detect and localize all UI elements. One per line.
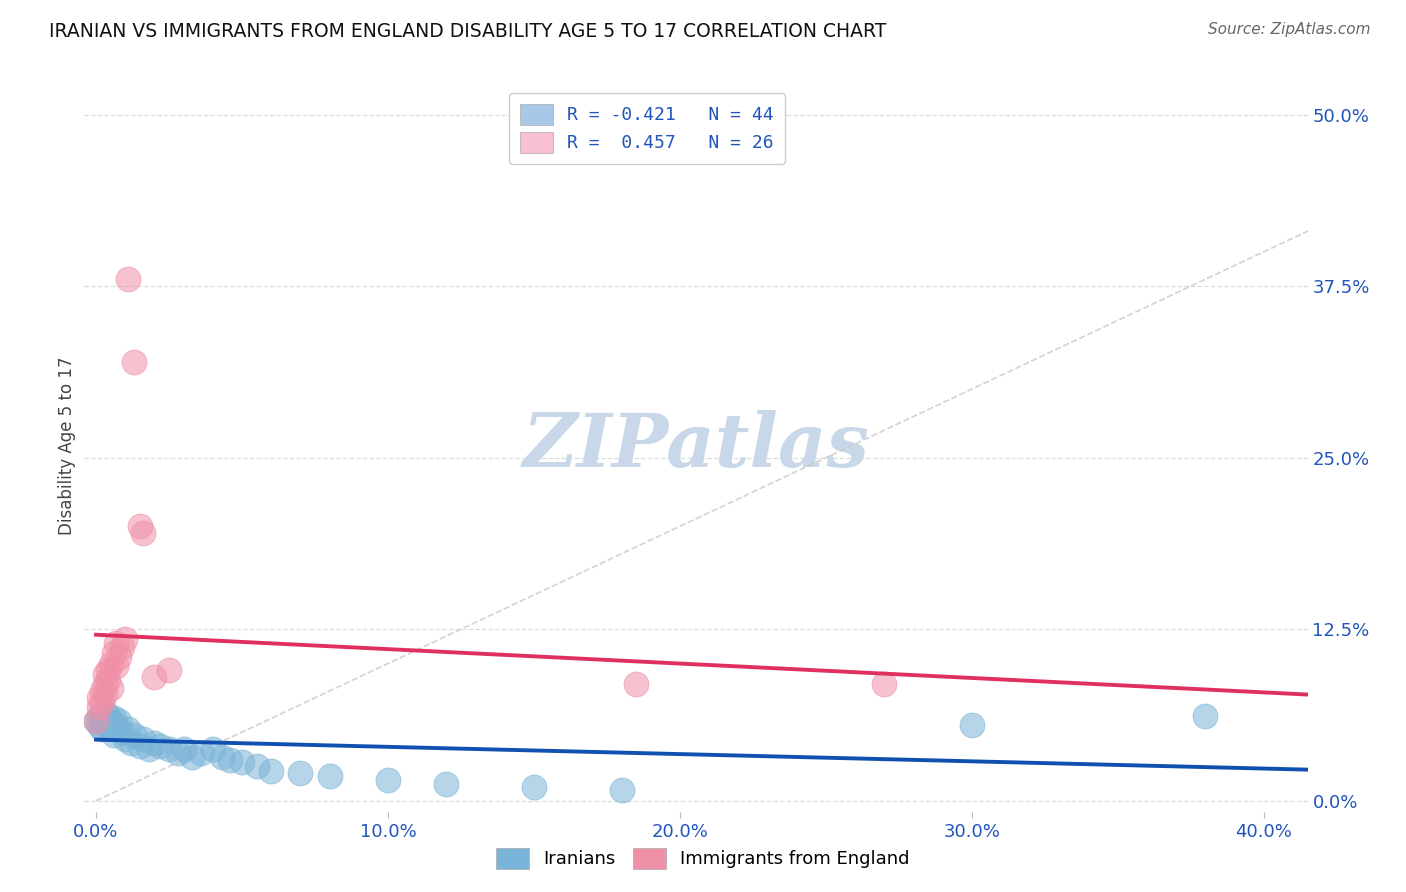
Point (87, 690, 110, 705)
Point (94, 667, 117, 681)
Point (108, 714, 131, 728)
Point (84, 714, 107, 728)
Point (120, 736, 142, 750)
Point (122, 354, 145, 368)
Point (100, 723, 122, 737)
Point (138, 741, 160, 756)
Point (90, 684, 112, 698)
Point (94, 714, 117, 728)
Point (132, 731, 155, 746)
Point (960, 718, 983, 732)
Point (873, 677, 896, 691)
Point (105, 659, 128, 673)
Point (132, 526, 155, 541)
Point (377, 773, 399, 788)
Point (103, 711, 125, 725)
Legend: R = -0.421   N = 44, R =  0.457   N = 26: R = -0.421 N = 44, R = 0.457 N = 26 (509, 93, 785, 163)
Point (105, 636, 128, 650)
Point (122, 728, 145, 742)
Point (610, 782, 633, 797)
Point (624, 677, 647, 691)
Point (90, 711, 112, 725)
Text: Source: ZipAtlas.com: Source: ZipAtlas.com (1208, 22, 1371, 37)
Point (128, 519, 150, 533)
Point (100, 681, 122, 696)
Point (434, 777, 457, 791)
Text: ZIPatlas: ZIPatlas (523, 409, 869, 483)
Point (103, 728, 125, 742)
Point (117, 272, 139, 286)
Point (87, 718, 110, 732)
Point (111, 725, 134, 739)
Point (318, 769, 340, 783)
Point (97, 708, 120, 723)
Point (111, 640, 134, 654)
Point (173, 741, 195, 756)
Point (143, 736, 166, 750)
Point (166, 746, 188, 760)
Text: IRANIAN VS IMMIGRANTS FROM ENGLAND DISABILITY AGE 5 TO 17 CORRELATION CHART: IRANIAN VS IMMIGRANTS FROM ENGLAND DISAB… (49, 22, 887, 41)
Point (128, 739, 150, 753)
Point (97, 673, 120, 687)
Point (114, 731, 136, 746)
Point (157, 741, 180, 756)
Point (181, 749, 204, 764)
Point (117, 723, 139, 737)
Point (84, 714, 107, 728)
Point (94, 677, 117, 691)
Point (231, 756, 253, 770)
Point (103, 646, 125, 660)
Y-axis label: Disability Age 5 to 17: Disability Age 5 to 17 (58, 357, 76, 535)
Point (1194, 708, 1216, 723)
Point (260, 764, 283, 778)
Point (201, 741, 224, 756)
Point (97, 664, 120, 678)
Legend: Iranians, Immigrants from England: Iranians, Immigrants from England (489, 840, 917, 876)
Point (246, 759, 269, 773)
Point (87, 708, 110, 723)
Point (90, 695, 112, 709)
Point (94, 687, 117, 701)
Point (108, 649, 131, 664)
Point (219, 753, 242, 767)
Point (211, 749, 233, 764)
Point (87, 700, 110, 714)
Point (105, 718, 128, 732)
Point (523, 780, 546, 794)
Point (94, 705, 117, 719)
Point (143, 670, 166, 684)
Point (190, 746, 212, 760)
Point (157, 664, 180, 678)
Point (290, 766, 312, 780)
Point (100, 657, 122, 671)
Point (114, 632, 136, 646)
Point (149, 739, 172, 753)
Point (90, 723, 112, 737)
Point (100, 714, 122, 728)
Point (97, 718, 120, 732)
